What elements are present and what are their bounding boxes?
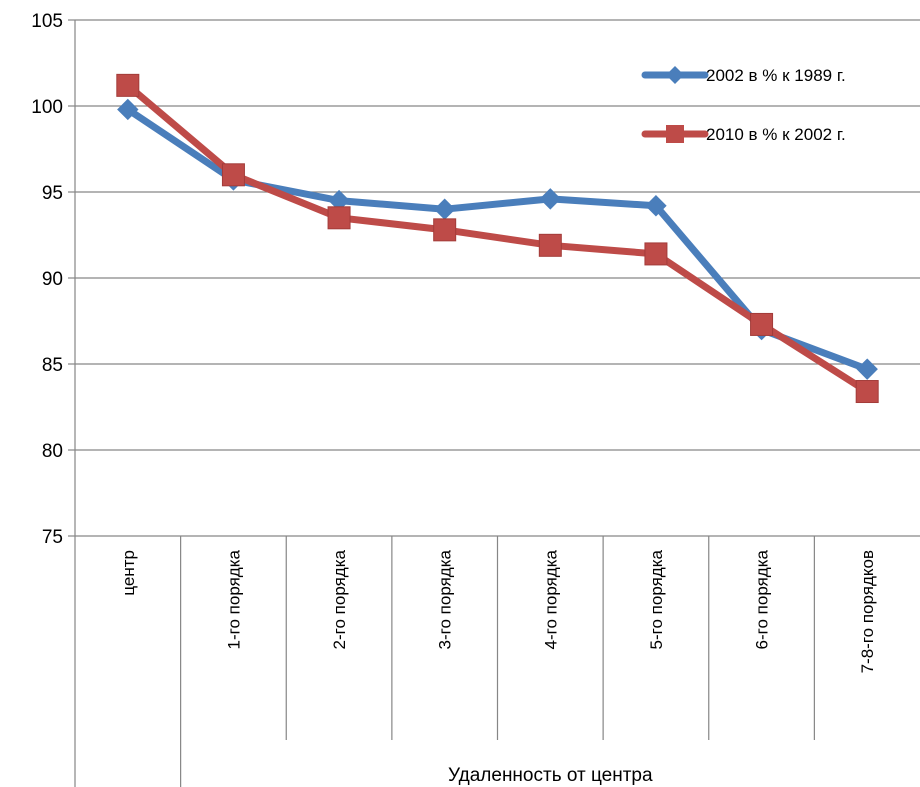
legend-marker-diamond bbox=[666, 66, 684, 84]
data-point-square bbox=[538, 233, 562, 257]
data-point-square bbox=[221, 163, 245, 187]
category-label: центр bbox=[119, 550, 138, 596]
legend-label: 2002 в % к 1989 г. bbox=[706, 66, 846, 85]
axes bbox=[68, 19, 815, 787]
data-point-diamond bbox=[117, 98, 139, 121]
y-tick-label: 105 bbox=[31, 11, 63, 32]
series-markers bbox=[116, 73, 879, 404]
category-label: 3-го порядка bbox=[436, 549, 455, 649]
category-label: 7-8-го порядков bbox=[858, 550, 877, 673]
y-tick-label: 95 bbox=[42, 183, 63, 204]
y-tick-label: 90 bbox=[42, 269, 63, 290]
data-point-square bbox=[433, 218, 457, 242]
data-point-square bbox=[855, 380, 879, 404]
category-label: 5-го порядка bbox=[647, 549, 666, 649]
category-label: 6-го порядка bbox=[753, 549, 772, 649]
data-point-diamond bbox=[539, 188, 562, 210]
category-label: 2-го порядка bbox=[330, 549, 349, 649]
gridlines bbox=[75, 19, 920, 537]
legend-marker-square bbox=[666, 125, 684, 143]
category-label: 4-го порядка bbox=[541, 549, 560, 649]
category-label: 1-го порядка bbox=[224, 549, 243, 649]
y-tick-labels: 75 80 85 90 95 100 105 bbox=[31, 11, 63, 548]
legend: 2002 в % к 1989 г. 2010 в % к 2002 г. bbox=[641, 66, 846, 144]
x-axis-title: Удаленность от центра bbox=[448, 765, 653, 786]
y-tick-label: 100 bbox=[31, 97, 63, 118]
series-lines bbox=[124, 81, 871, 396]
data-point-square bbox=[750, 312, 774, 336]
data-point-square bbox=[644, 242, 668, 266]
data-point-square bbox=[327, 206, 351, 230]
data-point-diamond bbox=[433, 198, 456, 220]
data-point-square bbox=[116, 73, 140, 97]
category-labels: центр 1-го порядка 2-го порядка 3-го порядк… bbox=[119, 549, 877, 673]
y-tick-label: 80 bbox=[42, 441, 63, 462]
y-tick-label: 85 bbox=[42, 355, 63, 376]
legend-label: 2010 в % к 2002 г. bbox=[706, 125, 846, 144]
data-point-diamond bbox=[645, 195, 667, 217]
series-line bbox=[124, 81, 871, 396]
y-tick-label: 75 bbox=[42, 527, 63, 548]
data-point-diamond bbox=[856, 358, 878, 380]
